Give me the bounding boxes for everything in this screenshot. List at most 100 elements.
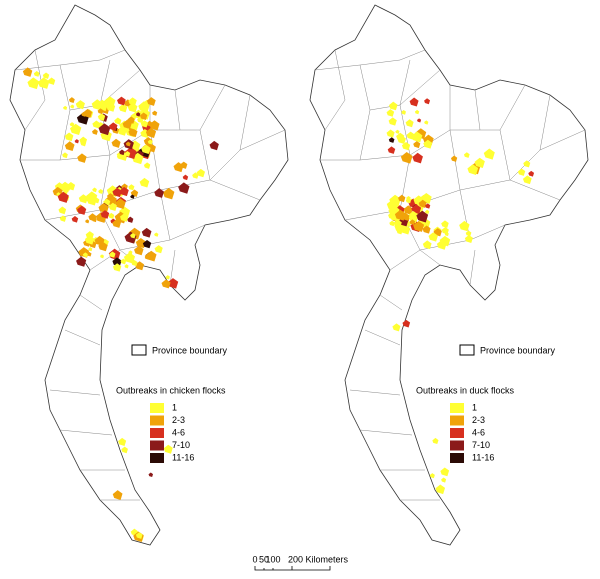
country-outline (9, 4, 289, 546)
outbreak-patch (93, 197, 100, 204)
outbreak-patch (118, 103, 128, 113)
outbreak-patch (400, 224, 411, 235)
outbreak-patch (422, 225, 431, 234)
outbreak-patch (387, 146, 396, 154)
outbreak-patch (86, 251, 92, 257)
outbreak-patch (117, 96, 126, 106)
outbreak-patch (94, 235, 105, 246)
outbreak-patch (27, 77, 40, 90)
legend-swatch (150, 453, 164, 463)
outbreak-patch (441, 477, 447, 483)
scale-line (254, 566, 331, 571)
outbreak-patch (167, 278, 179, 289)
legend-swatch (150, 403, 164, 413)
outbreak-patch (91, 99, 103, 111)
outbreak-patch (425, 203, 431, 209)
outbreak-patch (86, 195, 97, 206)
outbreak-patch (409, 97, 419, 107)
outbreak-patch (118, 437, 127, 446)
outbreak-patch (450, 155, 458, 162)
outbreak-patch (152, 110, 158, 116)
outbreak-patch (107, 193, 114, 200)
legend-label: 7-10 (472, 440, 490, 450)
outbreak-patch (64, 132, 74, 142)
outbreak-patch (88, 247, 93, 252)
outbreak-patch (77, 153, 87, 163)
outbreak-patch (178, 182, 190, 194)
outbreak-patch (98, 202, 109, 214)
outbreak-patch (422, 240, 432, 250)
boundary-swatch (131, 344, 147, 356)
outbreak-patch (432, 437, 439, 445)
outbreak-patch (63, 105, 68, 110)
outbreak-patch (97, 108, 104, 115)
outbreak-patch (135, 112, 141, 117)
outbreak-patch (182, 174, 189, 181)
legend-swatch (450, 440, 464, 451)
outbreak-patch (173, 162, 184, 173)
outbreak-patch (108, 212, 115, 219)
outbreak-patch (124, 151, 131, 157)
outbreak-patch (63, 183, 71, 191)
outbreak-patch (142, 239, 152, 249)
outbreak-patch (83, 108, 93, 118)
outbreak-patch (154, 188, 164, 198)
outbreak-patch (459, 220, 470, 232)
outbreak-patch (386, 129, 395, 138)
outbreak-patch (209, 140, 219, 151)
outbreak-patch (435, 484, 446, 495)
outbreak-patch (418, 199, 427, 208)
outbreak-patch (414, 109, 420, 115)
outbreak-patch (395, 129, 400, 134)
outbreak-patch (58, 206, 67, 215)
outbreak-patch (428, 232, 438, 242)
legend-swatch (450, 453, 464, 463)
outbreak-patch (79, 136, 88, 145)
outbreak-patch (100, 254, 105, 259)
outbreak-patch (83, 196, 89, 202)
outbreak-patch (393, 219, 402, 228)
outbreak-patch (392, 323, 401, 332)
outbreak-patch (135, 261, 145, 271)
outbreak-patch (386, 109, 395, 117)
legend-label: 4-6 (172, 427, 185, 437)
outbreak-patch (444, 232, 449, 237)
outbreak-patch (407, 210, 419, 222)
boundary-swatch (459, 344, 475, 356)
outbreak-patch (528, 170, 535, 177)
outbreak-patch (135, 238, 146, 249)
legend: 1 2-3 4-6 7-10 11-16 (150, 402, 194, 463)
outbreak-patch (59, 215, 67, 222)
outbreak-patches (22, 67, 219, 542)
outbreak-patch (409, 219, 416, 226)
outbreak-patch (423, 139, 433, 149)
outbreak-patch (396, 132, 405, 141)
outbreak-patch (154, 232, 159, 237)
outbreak-patch (98, 188, 104, 194)
outbreak-patch (401, 212, 410, 221)
outbreak-patch (125, 141, 131, 147)
outbreak-patch (149, 120, 160, 131)
outbreak-patch (192, 172, 199, 179)
outbreak-patch (74, 139, 79, 144)
outbreak-patch (389, 220, 395, 227)
outbreak-patch (127, 102, 138, 113)
outbreak-patch (403, 205, 413, 215)
country-outline (309, 4, 589, 546)
outbreak-patch (145, 250, 157, 262)
outbreak-patch (465, 230, 472, 237)
legend-swatch (450, 428, 464, 438)
outbreak-patch (196, 168, 206, 178)
outbreak-patch (112, 490, 123, 500)
outbreak-patch (429, 473, 435, 479)
outbreak-patch (108, 202, 118, 212)
legend-label: 2-3 (472, 415, 485, 425)
outbreak-patch (76, 256, 87, 267)
outbreak-patch (106, 102, 116, 112)
outbreak-patch (402, 319, 411, 328)
legend-swatch (150, 440, 164, 451)
scale-label: 200 Kilometers (288, 554, 349, 564)
outbreak-patch (398, 194, 406, 203)
outbreak-patch (161, 279, 171, 289)
outbreak-patch (123, 252, 136, 264)
